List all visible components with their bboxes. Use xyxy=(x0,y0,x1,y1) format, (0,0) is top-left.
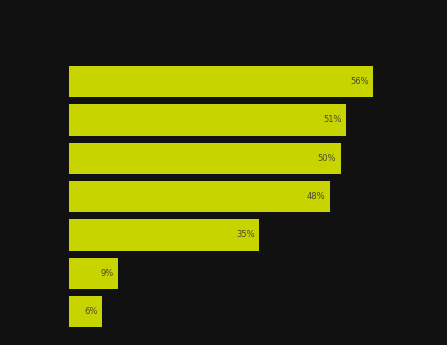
Bar xyxy=(69,142,341,174)
Text: 35%: 35% xyxy=(236,230,255,239)
Text: 6%: 6% xyxy=(84,307,97,316)
Bar xyxy=(69,258,118,289)
Bar xyxy=(69,66,373,97)
Bar xyxy=(69,296,102,327)
Bar xyxy=(69,181,330,213)
Text: 56%: 56% xyxy=(350,77,369,86)
Text: 9%: 9% xyxy=(101,269,114,278)
Text: 48%: 48% xyxy=(307,192,325,201)
Text: 51%: 51% xyxy=(323,116,342,125)
Text: 50%: 50% xyxy=(318,154,336,163)
Bar xyxy=(69,104,346,136)
Bar xyxy=(69,219,259,251)
